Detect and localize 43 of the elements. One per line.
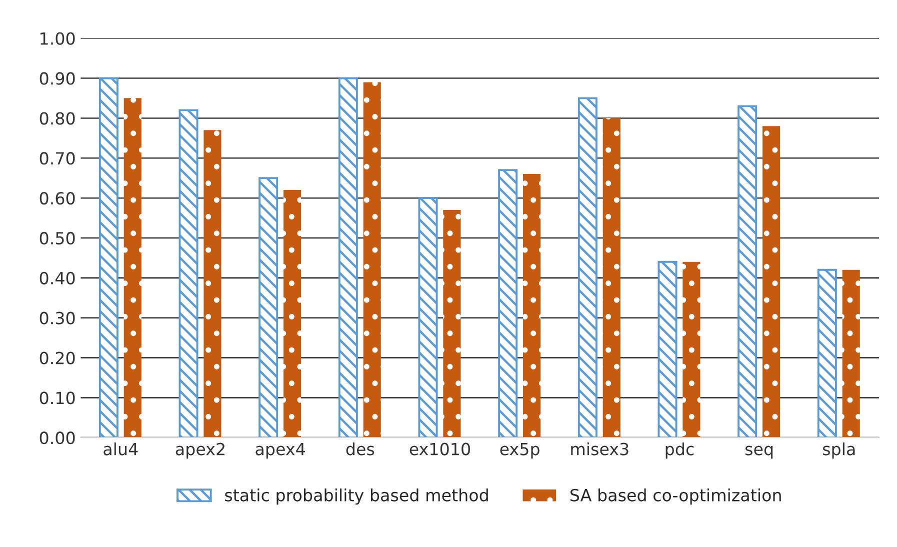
bar (498, 169, 518, 438)
y-tick-label: 0.30 (40, 312, 75, 324)
bar (418, 197, 438, 438)
bar (762, 126, 780, 438)
bar (682, 262, 700, 438)
bar (124, 98, 142, 438)
bar (338, 77, 358, 438)
y-tick-label: 0.80 (40, 112, 75, 125)
y-tick-label: 0.20 (40, 352, 75, 364)
legend-label: SA based co-optimization (570, 488, 781, 505)
x-tick-label: alu4 (104, 442, 138, 456)
y-tick-label: 1.00 (40, 32, 75, 45)
x-tick-label: des (346, 442, 374, 456)
bar (523, 174, 541, 438)
x-tick-label: seq (745, 446, 773, 459)
x-tick-label: apex2 (176, 442, 224, 459)
x-tick-label: misex3 (571, 442, 628, 456)
bar (817, 268, 837, 438)
y-tick-label: 0.60 (40, 192, 75, 205)
y-tick-label: 0.70 (40, 152, 75, 165)
bar (258, 177, 278, 438)
y-tick-label: 0.40 (40, 272, 75, 284)
bar (602, 118, 620, 438)
bar (178, 109, 198, 438)
bar (284, 190, 302, 438)
bar (443, 210, 461, 438)
bar (658, 260, 678, 438)
legend-label: static probability based method (225, 488, 488, 505)
bar (842, 270, 860, 438)
bar (98, 77, 118, 438)
bar (204, 130, 222, 438)
x-tick-label: pdc (666, 442, 694, 459)
x-tick-label: apex4 (256, 442, 305, 459)
x-tick-label: spla (822, 442, 855, 459)
y-tick-label: 0.90 (40, 72, 75, 85)
bar (738, 105, 758, 438)
y-tick-label: 0.50 (40, 232, 75, 245)
bar (363, 82, 381, 438)
bar (578, 97, 598, 438)
y-tick-label: 0.00 (40, 432, 75, 444)
x-tick-label: ex5p (500, 442, 540, 459)
x-tick-label: ex1010 (410, 442, 470, 456)
y-tick-label: 0.10 (40, 392, 75, 404)
